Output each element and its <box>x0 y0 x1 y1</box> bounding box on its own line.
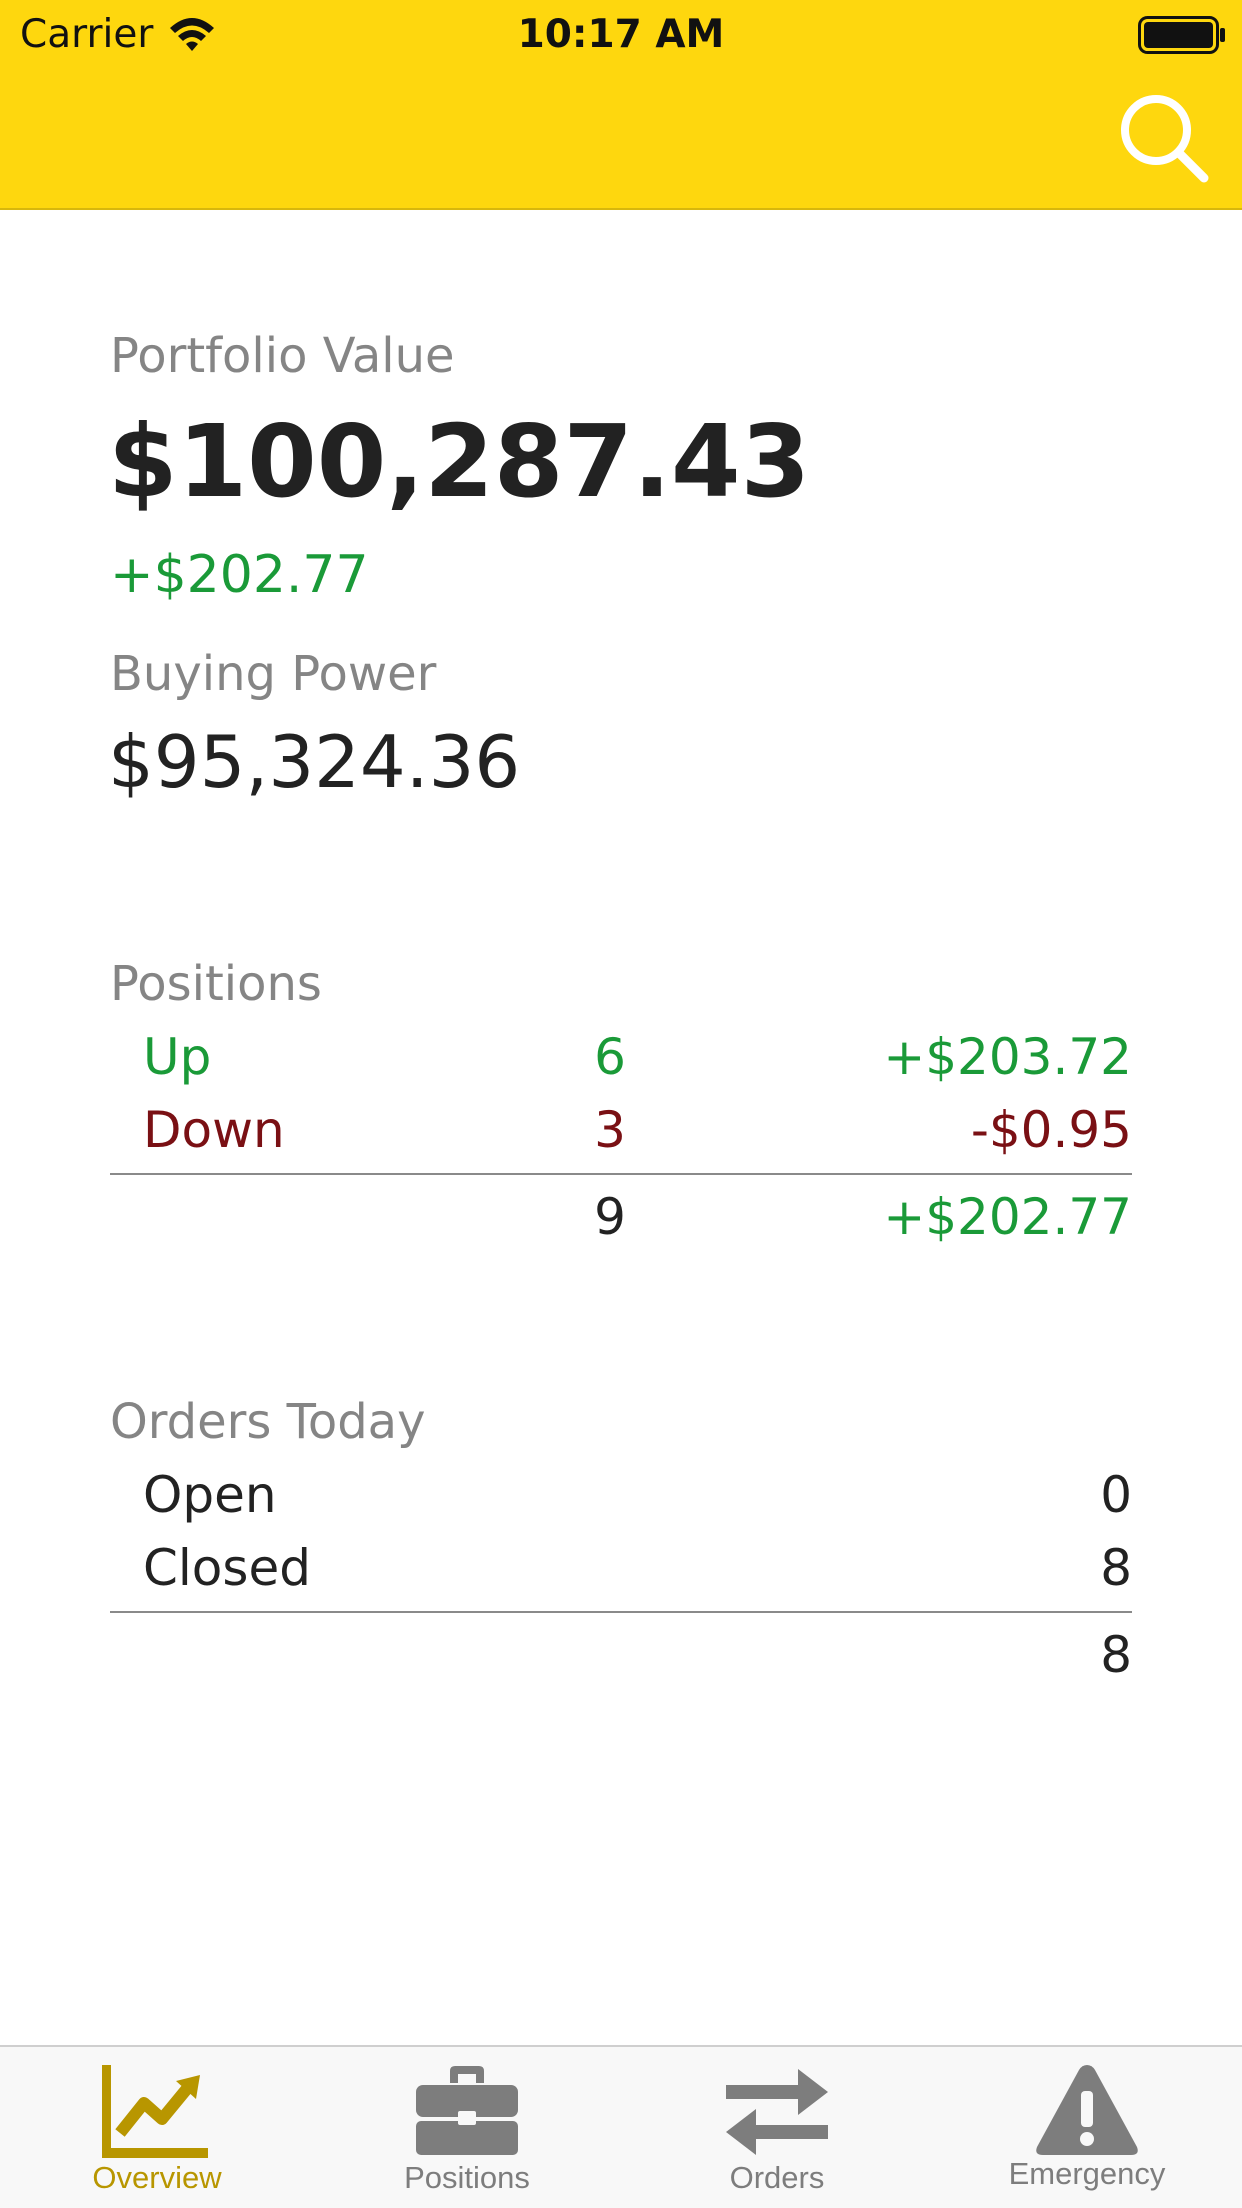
swap-arrows-icon <box>726 2069 828 2155</box>
orders-open-count: 0 <box>1100 1466 1132 1524</box>
portfolio-change: +$202.77 <box>110 545 369 605</box>
tab-overview-label: Overview <box>92 2160 222 2195</box>
orders-closed-label: Closed <box>143 1539 311 1597</box>
briefcase-icon <box>416 2066 518 2155</box>
buying-power-label: Buying Power <box>110 646 437 702</box>
carrier-label: Carrier <box>20 12 154 57</box>
wifi-icon <box>170 18 214 51</box>
tab-emergency[interactable]: Emergency <box>932 2047 1242 2208</box>
positions-divider <box>110 1173 1132 1175</box>
positions-section-title: Positions <box>110 956 322 1012</box>
tab-orders-label: Orders <box>729 2160 825 2195</box>
tab-orders[interactable]: Orders <box>622 2047 932 2208</box>
portfolio-value-label: Portfolio Value <box>110 328 455 384</box>
tab-positions[interactable]: Positions <box>312 2047 622 2208</box>
positions-down-amount: -$0.95 <box>970 1101 1132 1159</box>
buying-power-value: $95,324.36 <box>108 720 521 804</box>
search-icon[interactable] <box>1116 90 1212 186</box>
positions-up-label: Up <box>143 1028 212 1086</box>
positions-total-amount: +$202.77 <box>883 1188 1132 1246</box>
orders-closed-count: 8 <box>1100 1539 1132 1597</box>
positions-down-count: 3 <box>594 1101 626 1159</box>
positions-total-count: 9 <box>594 1188 626 1246</box>
battery-icon <box>1138 16 1225 54</box>
positions-up-amount: +$203.72 <box>883 1028 1132 1086</box>
chart-icon <box>102 2065 208 2158</box>
orders-today-section-title: Orders Today <box>110 1394 426 1450</box>
warning-icon <box>1036 2065 1138 2155</box>
orders-divider <box>110 1611 1132 1613</box>
status-time: 10:17 AM <box>517 12 725 57</box>
positions-up-count: 6 <box>594 1028 626 1086</box>
orders-total-count: 8 <box>1100 1626 1132 1684</box>
tab-bar: Overview Positions Orders <box>0 2045 1242 2208</box>
header-bar: Carrier 10:17 AM <box>0 0 1242 210</box>
tab-emergency-label: Emergency <box>1008 2156 1166 2191</box>
portfolio-value: $100,287.43 <box>108 403 811 520</box>
positions-down-label: Down <box>143 1101 285 1159</box>
tab-overview[interactable]: Overview <box>2 2047 312 2208</box>
tab-positions-label: Positions <box>404 2160 530 2195</box>
orders-open-label: Open <box>143 1466 277 1524</box>
